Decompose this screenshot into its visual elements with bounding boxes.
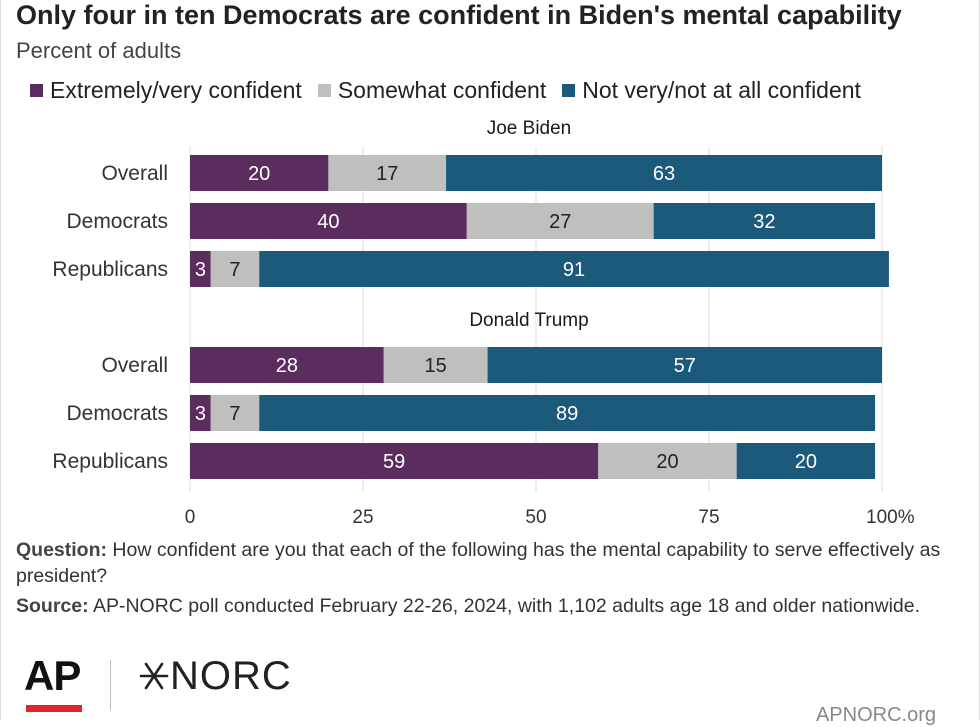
category-label-1-2: Republicans (52, 450, 168, 473)
bar-segment-1-1-1 (210, 395, 260, 431)
ap-logo-bar (26, 705, 82, 712)
data-label-1-0-2: 57 (674, 355, 696, 377)
data-label-1-2-0: 59 (383, 451, 405, 473)
bar-segment-0-1-1 (466, 203, 654, 239)
legend-swatch-not-confident (562, 83, 576, 97)
notes: Question: How confident are you that eac… (16, 537, 956, 623)
bar-segment-0-0-1 (328, 155, 447, 191)
legend-label-extremely-very: Extremely/very confident (50, 76, 302, 103)
bar-segment-1-2-1 (598, 443, 737, 479)
bar-segment-0-0-2 (446, 155, 882, 191)
data-label-0-2-0: 3 (195, 259, 206, 281)
bar-segment-0-0-0 (190, 155, 329, 191)
x-tick-label-75: 75 (698, 507, 719, 528)
ap-logo: AP (24, 652, 81, 699)
data-label-1-2-1: 20 (656, 451, 678, 473)
bar-segment-0-2-0 (190, 251, 211, 287)
bar-segment-1-0-1 (383, 347, 488, 383)
x-tick-label-0: 0 (185, 507, 196, 528)
question-text: How confident are you that each of the f… (16, 539, 941, 587)
stacked-bar-chart: 0 25 50 75 100% Joe Biden Overall 20 17 63 Democra… (52, 118, 915, 528)
data-label-0-1-0: 40 (317, 211, 339, 233)
data-label-0-1-2: 32 (753, 211, 775, 233)
data-label-1-1-1: 7 (229, 403, 240, 425)
bar-segment-1-2-2 (736, 443, 876, 479)
question-label: Question: (16, 539, 107, 561)
data-label-0-2-2: 91 (563, 259, 585, 281)
bar-segment-1-2-0 (190, 443, 599, 479)
data-label-0-0-2: 63 (653, 163, 675, 185)
legend-item-extremely-very: Extremely/very confident (30, 77, 302, 104)
legend-swatch-extremely-very (30, 83, 43, 97)
data-label-1-1-0: 3 (195, 403, 206, 425)
category-label-0-1: Democrats (66, 210, 168, 233)
site-link[interactable]: APNORC.org (815, 704, 936, 726)
legend-swatch-somewhat (317, 83, 331, 97)
category-label-1-1: Democrats (66, 402, 168, 425)
bar-segment-0-1-2 (653, 203, 876, 239)
source-label: Source: (16, 595, 89, 617)
x-tick-label-50: 50 (525, 507, 546, 528)
norc-star-icon (139, 662, 169, 690)
legend: Extremely/very confident Somewhat confid… (30, 76, 877, 104)
category-label-0-2: Republicans (52, 258, 168, 281)
category-label-0-0: Overall (101, 162, 168, 185)
legend-item-somewhat: Somewhat confident (317, 76, 547, 104)
source-note: Source: AP-NORC poll conducted February … (16, 593, 956, 619)
data-label-0-1-1: 27 (549, 211, 571, 233)
legend-item-not-confident: Not very/not at all confident (562, 77, 861, 104)
bar-segment-1-1-0 (190, 395, 211, 431)
norc-logo: NORC (138, 652, 292, 700)
chart-title: Only four in ten Democrats are confident… (16, 0, 902, 30)
data-label-0-0-0: 20 (248, 163, 270, 185)
data-label-1-2-2: 20 (795, 451, 817, 473)
group-title-0: Joe Biden (487, 118, 572, 139)
x-tick-label-25: 25 (352, 507, 373, 528)
legend-label-not-confident: Not very/not at all confident (582, 76, 861, 103)
data-label-0-2-1: 7 (229, 259, 240, 281)
norc-logo-text: NORC (170, 653, 292, 698)
bar-segment-1-1-2 (259, 395, 876, 431)
question-note: Question: How confident are you that eac… (16, 537, 956, 589)
data-label-0-0-1: 17 (376, 163, 398, 185)
bar-segment-0-2-2 (259, 251, 889, 287)
data-label-1-0-1: 15 (425, 355, 447, 377)
logo-divider (110, 660, 111, 710)
group-title-1: Donald Trump (469, 310, 588, 331)
bar-segment-1-0-2 (487, 347, 882, 383)
data-label-1-0-0: 28 (276, 355, 298, 377)
source-text: AP-NORC poll conducted February 22-26, 2… (88, 595, 921, 617)
category-label-1-0: Overall (101, 354, 168, 377)
data-label-1-1-2: 89 (556, 403, 578, 425)
left-border (0, 0, 1, 720)
chart-subtitle: Percent of adults (16, 38, 182, 63)
x-tick-label-100: 100% (866, 507, 915, 528)
bar-segment-0-1-0 (190, 203, 467, 239)
bar-segment-0-2-1 (210, 251, 260, 287)
bar-segment-1-0-0 (190, 347, 384, 383)
legend-label-somewhat: Somewhat confident (337, 76, 547, 103)
